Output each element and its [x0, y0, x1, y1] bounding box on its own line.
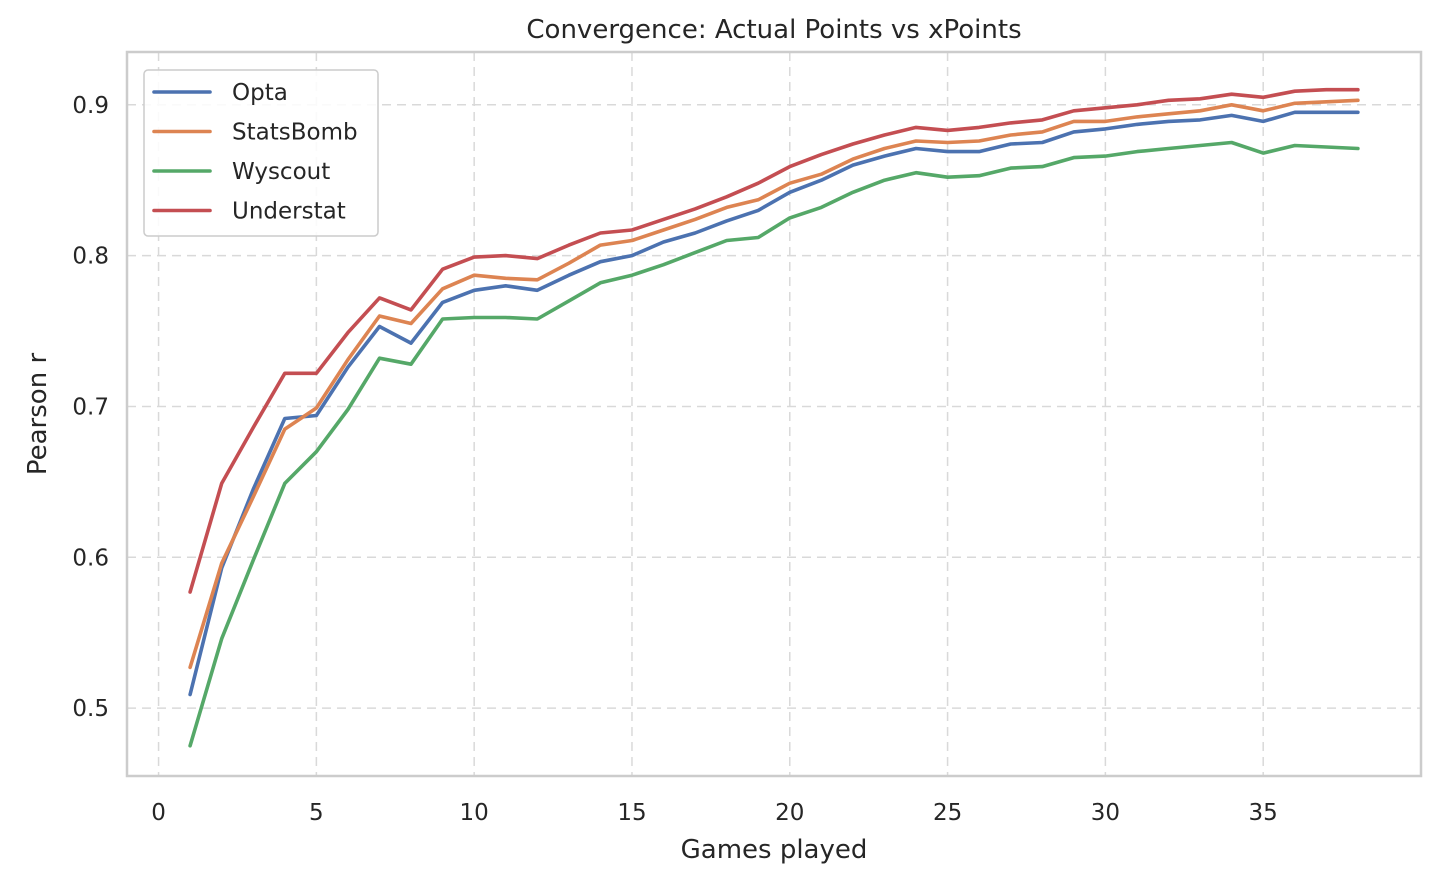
legend-label-wyscout: Wyscout [232, 159, 330, 185]
y-tick-label: 0.5 [72, 696, 109, 722]
tick-layer: 0 5 10 15 20 25 30 35 0.5 0.6 0.7 0.8 0.9 [72, 93, 1277, 826]
series-layer [188, 87, 1360, 748]
x-tick-label: 20 [775, 800, 804, 826]
y-tick-label: 0.9 [72, 93, 109, 119]
plot-frame [125, 50, 1423, 778]
legend-box [143, 69, 379, 237]
chart-title: Convergence: Actual Points vs xPoints [526, 15, 1021, 45]
series-line-wyscout [188, 140, 1360, 748]
series-line-opta [188, 110, 1360, 697]
y-tick-label: 0.7 [72, 394, 109, 420]
x-tick-label: 10 [460, 800, 489, 826]
legend-label-statsbomb: StatsBomb [232, 120, 358, 146]
x-axis-label: Games played [681, 835, 868, 865]
grid-layer [127, 52, 1421, 776]
x-tick-label: 0 [151, 800, 166, 826]
legend: Opta StatsBomb Wyscout Understat [143, 69, 379, 237]
legend-label-understat: Understat [232, 199, 346, 225]
x-tick-label: 5 [309, 800, 324, 826]
series-line-statsbomb [188, 98, 1360, 670]
x-tick-label: 35 [1249, 800, 1278, 826]
legend-label-opta: Opta [232, 80, 288, 106]
x-tick-label: 25 [933, 800, 962, 826]
y-tick-label: 0.8 [72, 244, 109, 270]
x-tick-label: 15 [617, 800, 646, 826]
series-line-understat [188, 87, 1360, 594]
x-tick-label: 30 [1091, 800, 1120, 826]
y-tick-label: 0.6 [72, 545, 109, 571]
y-axis-label: Pearson r [23, 353, 53, 476]
